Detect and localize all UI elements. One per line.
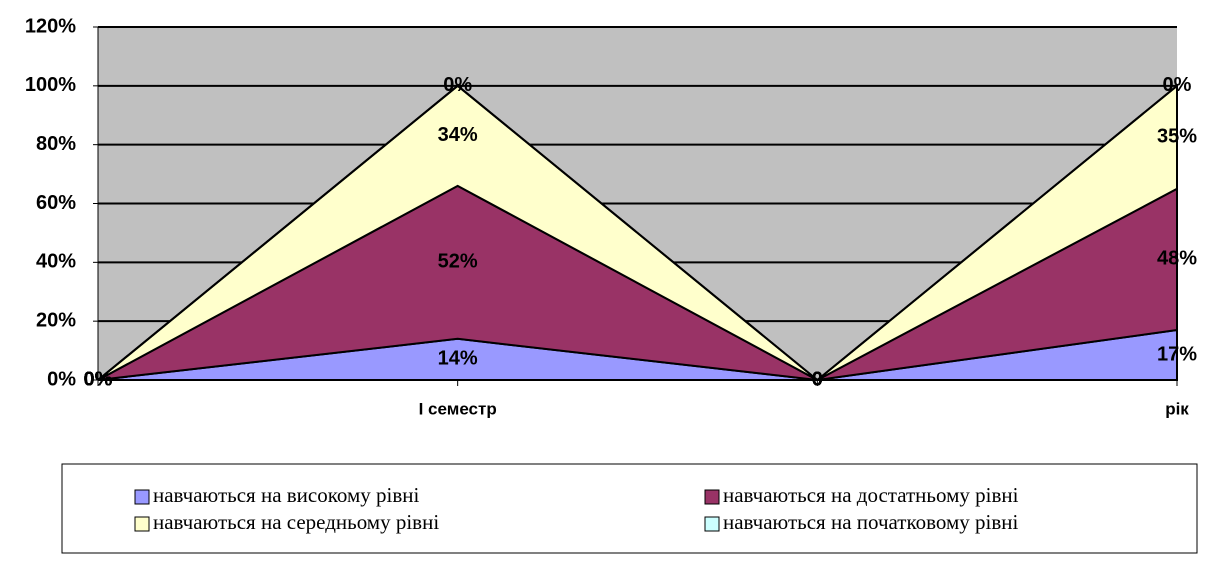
- legend-label: навчаються на початковому рівні: [723, 510, 1019, 534]
- y-tick-label: 80%: [36, 133, 76, 155]
- data-label: 0: [812, 368, 823, 390]
- data-label: 0: [812, 368, 823, 390]
- x-tick-label: І семестр: [419, 399, 497, 418]
- legend-swatch: [134, 489, 150, 505]
- legend-swatch: [704, 489, 720, 505]
- y-tick-label: 40%: [36, 251, 76, 273]
- y-tick-label: 0%: [47, 368, 76, 390]
- legend-swatch: [134, 516, 150, 532]
- legend-label: навчаються на достатньому рівні: [723, 483, 1019, 507]
- data-label: 48%: [1157, 248, 1197, 270]
- data-label: 0: [812, 368, 823, 390]
- data-label: 0: [812, 368, 823, 390]
- data-label: 0%: [84, 368, 113, 390]
- data-label: 17%: [1157, 343, 1197, 365]
- legend-box: [61, 463, 1198, 554]
- x-tick-label: рік: [1165, 399, 1189, 418]
- data-label: 0%: [84, 368, 113, 390]
- data-label: 0%: [84, 368, 113, 390]
- data-label: 14%: [438, 348, 478, 370]
- legend-label: навчаються на середньому рівні: [153, 510, 439, 534]
- data-label: 34%: [438, 124, 478, 146]
- data-label: 0%: [1163, 74, 1192, 96]
- legend-swatch: [704, 516, 720, 532]
- y-tick-label: 100%: [25, 74, 76, 96]
- y-tick-label: 120%: [25, 15, 76, 37]
- legend-label: навчаються на високому рівні: [153, 483, 420, 507]
- data-label: 0%: [84, 368, 113, 390]
- y-tick-label: 20%: [36, 309, 76, 331]
- data-label: 0%: [443, 74, 472, 96]
- data-label: 52%: [438, 251, 478, 273]
- data-label: 35%: [1157, 126, 1197, 148]
- y-tick-label: 60%: [36, 192, 76, 214]
